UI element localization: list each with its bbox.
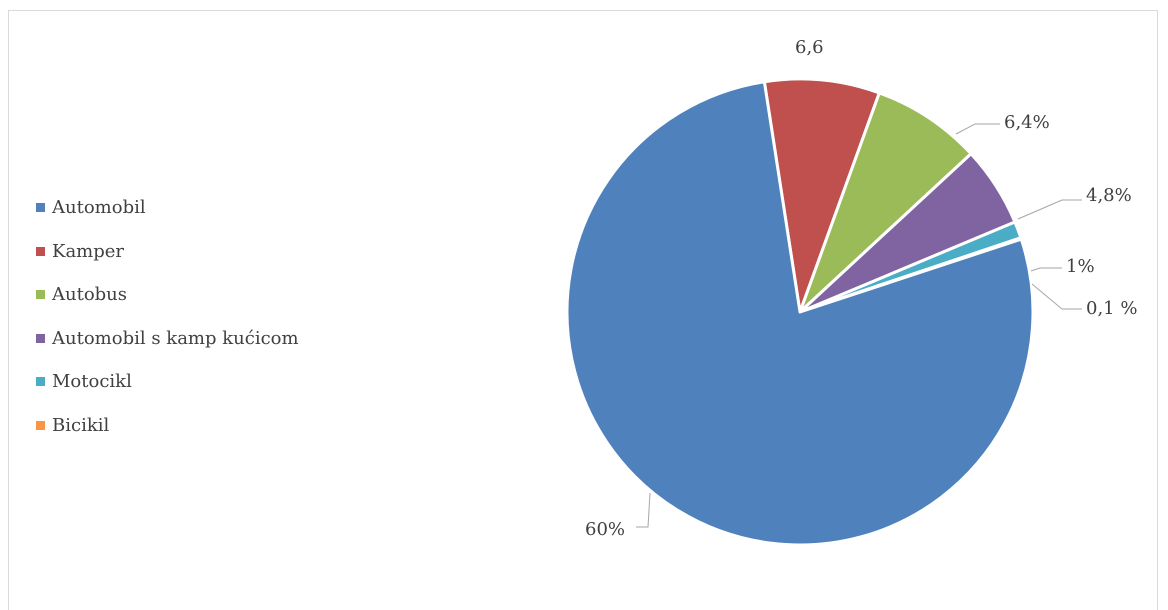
- legend-label-kamper: Kamper: [52, 240, 125, 262]
- legend-entry-automobil: Automobil: [36, 186, 299, 230]
- legend-swatch-automobil: [36, 203, 45, 213]
- leader-line-autobus: [955, 123, 1000, 135]
- legend: Automobil Kamper Autobus Automobil s kam…: [36, 186, 299, 447]
- legend-swatch-motocikl: [36, 377, 45, 387]
- legend-entry-automobil-s-kamp-kucicom: Automobil s kamp kućicom: [36, 317, 299, 361]
- data-label-bicikil: 0,1 %: [1086, 298, 1137, 319]
- data-label-automobil-s-kamp-kucicom: 4,8%: [1086, 185, 1132, 206]
- data-label-motocikl: 1%: [1066, 256, 1095, 277]
- leader-lines: [636, 123, 1082, 528]
- legend-label-automobil-s-kamp-kucicom: Automobil s kamp kućicom: [52, 327, 299, 349]
- data-label-kamper: 6,6: [795, 37, 824, 58]
- pie-slices: [565, 77, 1035, 547]
- leader-line-bicikil: [1031, 283, 1082, 310]
- leader-line-automobil: [636, 492, 651, 528]
- legend-label-bicikil: Bicikil: [52, 414, 110, 436]
- data-label-automobil: 60%: [585, 519, 625, 540]
- legend-entry-bicikil: Bicikil: [36, 404, 299, 448]
- legend-swatch-automobil-s-kamp-kucicom: [36, 333, 45, 343]
- legend-label-automobil: Automobil: [52, 197, 146, 219]
- pie-slice-kamper: [762, 77, 881, 314]
- legend-entry-motocikl: Motocikl: [36, 360, 299, 404]
- pie-slice-autobus: [798, 91, 973, 314]
- legend-swatch-autobus: [36, 290, 45, 300]
- leader-line-motocikl: [1030, 267, 1062, 272]
- legend-label-motocikl: Motocikl: [52, 371, 132, 393]
- legend-entry-autobus: Autobus: [36, 273, 299, 317]
- legend-swatch-kamper: [36, 246, 45, 256]
- leader-line-automobil-s-kamp-kucicom: [1017, 199, 1082, 220]
- data-labels: 60% 6,6 6,4% 4,8% 1% 0,1 %: [585, 37, 1137, 540]
- data-label-autobus: 6,4%: [1004, 112, 1050, 133]
- legend-entry-kamper: Kamper: [36, 230, 299, 274]
- legend-swatch-bicikil: [36, 420, 45, 430]
- legend-label-autobus: Autobus: [52, 284, 128, 306]
- pie-slice-automobil: [565, 80, 1035, 547]
